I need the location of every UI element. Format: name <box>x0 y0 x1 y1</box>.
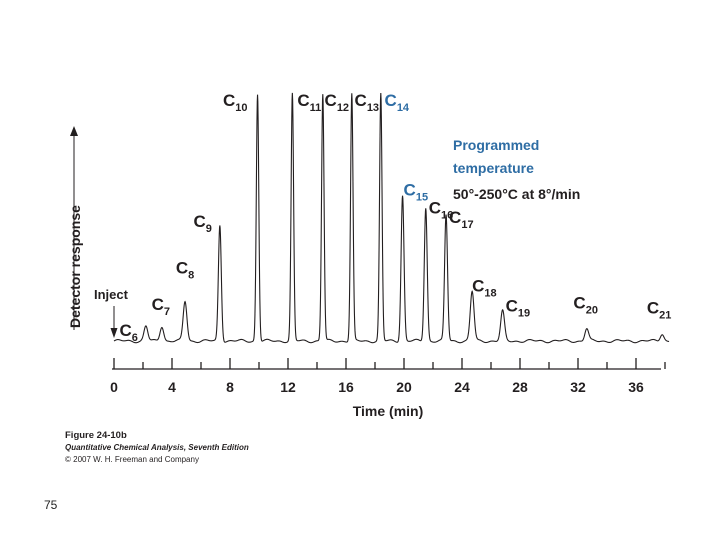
peak-label-c10: C10 <box>223 91 248 114</box>
x-tick-label: 28 <box>512 379 528 395</box>
peak-label-c12: C12 <box>325 91 350 114</box>
annotation-line-2: temperature <box>453 160 534 176</box>
peak-label-c9: C9 <box>193 212 211 235</box>
x-tick-label: 24 <box>454 379 470 395</box>
x-axis-tick-labels: 0 4 8 12 16 20 24 28 32 36 <box>110 379 644 395</box>
peak-label-c17: C17 <box>449 208 474 231</box>
peak-label-c8: C8 <box>176 258 194 281</box>
chromatogram-trace <box>113 92 670 344</box>
peak-label-c7: C7 <box>152 295 170 318</box>
peak-label-c14: C14 <box>385 91 410 114</box>
x-tick-label: 32 <box>570 379 586 395</box>
peak-label-c15: C15 <box>404 180 429 203</box>
x-axis-label: Time (min) <box>353 403 424 419</box>
inject-arrow <box>110 306 118 338</box>
x-tick-label: 20 <box>396 379 412 395</box>
chromatogram-chart: Detector response Inject 0 4 8 12 16 20 24 28 32… <box>67 91 671 419</box>
x-tick-label: 4 <box>168 379 176 395</box>
caption-book-title: Quantitative Chemical Analysis, Seventh … <box>65 443 249 452</box>
x-tick-label: 8 <box>226 379 234 395</box>
peak-label-c20: C20 <box>573 294 598 317</box>
x-tick-label: 12 <box>280 379 296 395</box>
figure-caption: Figure 24-10b Quantitative Chemical Anal… <box>65 430 249 466</box>
inject-label: Inject <box>94 287 129 302</box>
slide-number: 75 <box>44 498 58 512</box>
caption-copyright: © 2007 W. H. Freeman and Company <box>65 455 199 464</box>
peak-label-c19: C19 <box>506 296 531 319</box>
x-tick-label: 36 <box>628 379 644 395</box>
peak-label-c21: C21 <box>647 299 672 322</box>
y-axis-arrow <box>70 126 78 330</box>
y-axis-label: Detector response <box>67 205 83 328</box>
annotation-line-3: 50°-250°C at 8°/min <box>453 186 580 202</box>
peak-label-c11: C11 <box>297 91 321 114</box>
peak-label-c13: C13 <box>355 91 380 114</box>
x-tick-label: 0 <box>110 379 118 395</box>
x-axis-ticks <box>113 358 666 369</box>
peak-label-c18: C18 <box>472 277 497 300</box>
caption-figure: Figure 24-10b <box>65 430 127 441</box>
annotation-line-1: Programmed <box>453 137 539 153</box>
x-tick-label: 16 <box>338 379 354 395</box>
